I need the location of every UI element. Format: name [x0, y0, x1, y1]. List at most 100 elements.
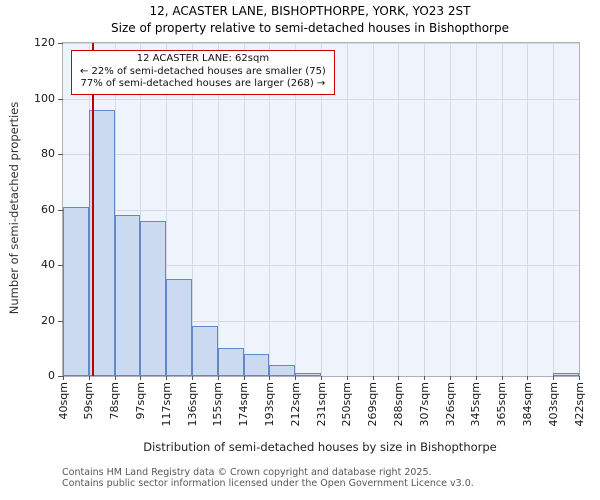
y-tick-label: 60	[41, 202, 55, 216]
x-tick-label-text: 59sqm	[82, 382, 96, 420]
v-gridline	[450, 43, 451, 376]
bar	[217, 348, 244, 376]
annotation-box: 12 ACASTER LANE: 62sqm ← 22% of semi-det…	[71, 50, 335, 95]
x-tick-label-text: 231sqm	[314, 382, 328, 427]
x-tick-label-text: 307sqm	[417, 382, 431, 427]
v-gridline	[553, 43, 555, 376]
x-tick-label-text: 365sqm	[495, 382, 509, 427]
bar	[63, 206, 89, 376]
annotation-title: 12 ACASTER LANE: 62sqm	[136, 53, 270, 64]
x-tick-label: 403sqm	[545, 382, 561, 426]
v-gridline	[295, 43, 297, 376]
x-tick-label-text: 136sqm	[185, 382, 199, 427]
x-tick-label: 155sqm	[210, 382, 226, 426]
bar	[269, 364, 296, 376]
x-tick-label-text: 422sqm	[572, 382, 586, 427]
x-tick-label: 174sqm	[236, 382, 252, 426]
chart-title: 12, ACASTER LANE, BISHOPTHORPE, YORK, YO…	[149, 4, 471, 18]
x-tick-label-text: 326sqm	[443, 382, 457, 427]
x-tick-mark	[579, 376, 580, 380]
x-tick-mark	[140, 376, 142, 380]
x-tick-mark	[346, 376, 348, 380]
x-tick-label: 250sqm	[339, 382, 355, 426]
x-tick-mark	[192, 376, 193, 380]
y-tick-label: 40	[41, 258, 55, 271]
y-tick-mark	[58, 209, 63, 211]
x-tick-mark	[450, 376, 451, 380]
x-tick-label: 40sqm	[55, 382, 71, 419]
footer: Contains HM Land Registry data © Crown c…	[62, 467, 474, 489]
x-tick-label-text: 250sqm	[340, 382, 354, 427]
x-tick-label: 117sqm	[158, 382, 174, 426]
x-tick-label-text: 384sqm	[520, 382, 534, 427]
y-tick-label: 100	[34, 91, 55, 105]
v-gridline	[140, 43, 142, 376]
x-tick-label: 97sqm	[132, 382, 148, 419]
x-tick-mark	[166, 376, 168, 380]
x-tick-mark	[217, 376, 219, 380]
x-tick-label-text: 193sqm	[262, 382, 276, 427]
v-gridline	[372, 43, 374, 376]
x-tick-label: 326sqm	[442, 382, 458, 426]
v-gridline	[114, 43, 116, 376]
x-tick-label: 365sqm	[494, 382, 510, 426]
x-tick-label: 307sqm	[416, 382, 432, 426]
x-tick-label: 422sqm	[571, 382, 587, 426]
v-gridline	[424, 43, 426, 376]
y-tick-label: 20	[41, 313, 55, 327]
x-tick-mark	[398, 376, 400, 380]
x-tick-label-text: 212sqm	[288, 382, 302, 427]
x-tick-label: 231sqm	[313, 382, 329, 426]
x-tick-label: 288sqm	[390, 382, 406, 426]
y-tick-mark	[58, 43, 63, 44]
v-gridline	[192, 43, 193, 376]
x-tick-label-text: 269sqm	[366, 382, 380, 427]
x-tick-label: 136sqm	[184, 382, 200, 426]
v-gridline	[501, 43, 503, 376]
x-tick-mark	[269, 376, 271, 380]
v-gridline	[269, 43, 271, 376]
bar	[243, 353, 270, 376]
x-tick-mark	[295, 376, 297, 380]
x-tick-label: 78sqm	[107, 382, 123, 419]
x-tick-label-text: 155sqm	[211, 382, 225, 427]
x-tick-label-text: 345sqm	[469, 382, 483, 427]
plot-area: 12 ACASTER LANE: 62sqm ← 22% of semi-det…	[34, 36, 586, 426]
x-tick-mark	[63, 376, 64, 380]
x-axis-label: Distribution of semi-detached houses by …	[143, 440, 497, 454]
chart-subtitle: Size of property relative to semi-detach…	[111, 21, 509, 35]
x-tick-mark	[424, 376, 426, 380]
chart-header: 12, ACASTER LANE, BISHOPTHORPE, YORK, YO…	[42, 3, 578, 37]
x-tick-label-text: 97sqm	[133, 382, 147, 420]
x-tick-label-text: 403sqm	[546, 382, 560, 427]
x-tick-mark	[321, 376, 322, 380]
bar	[140, 220, 167, 376]
x-tick-label-text: 174sqm	[237, 382, 251, 427]
y-tick-mark	[58, 320, 63, 322]
x-tick-label: 384sqm	[519, 382, 535, 426]
bar	[295, 373, 321, 376]
v-gridline	[166, 43, 168, 376]
x-tick-mark	[243, 376, 245, 380]
x-tick-label-text: 40sqm	[56, 382, 70, 420]
v-gridline	[217, 43, 219, 376]
y-tick-mark	[58, 98, 63, 100]
x-tick-label: 59sqm	[81, 382, 97, 419]
x-tick-mark	[553, 376, 555, 380]
v-gridline	[243, 43, 245, 376]
y-tick-mark	[58, 154, 63, 155]
bar	[166, 278, 192, 376]
v-gridline	[527, 43, 529, 376]
x-tick-mark	[501, 376, 503, 380]
x-tick-mark	[372, 376, 374, 380]
annotation-larger-line: 77% of semi-detached houses are larger (…	[80, 78, 326, 89]
y-tick-label: 120	[34, 36, 55, 49]
x-tick-label: 212sqm	[287, 382, 303, 426]
x-tick-mark	[527, 376, 529, 380]
x-tick-label: 345sqm	[468, 382, 484, 426]
y-tick-mark	[58, 376, 63, 377]
bar	[553, 373, 579, 376]
y-tick-mark	[58, 265, 63, 266]
v-gridline	[321, 43, 322, 376]
